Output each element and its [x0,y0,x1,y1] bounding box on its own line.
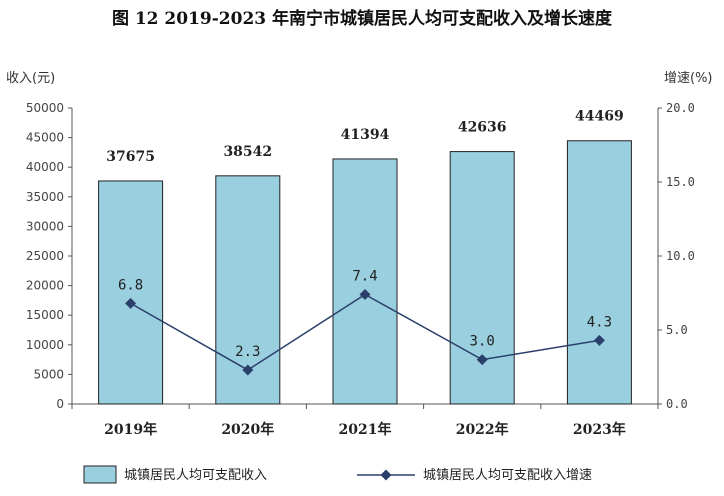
x-tick-label: 2019年 [104,421,157,438]
x-tick-label: 2022年 [456,421,509,438]
legend-bar-swatch [83,465,117,484]
y-left-tick-label: 5000 [33,367,64,381]
y-left-tick-label: 0 [56,397,64,411]
y-right-tick-label: 20.0 [666,101,695,115]
x-tick-label: 2020年 [221,421,274,438]
growth-point [593,334,605,346]
y-right-tick-label: 5.0 [666,323,688,337]
income-bar-label: 41394 [341,127,390,143]
growth-point-label: 7.4 [352,268,377,284]
legend-bar-label: 城镇居民人均可支配收入 [124,468,267,483]
line-series [125,288,605,376]
y-right-tick-label: 10.0 [666,249,695,263]
y-left-tick-label: 20000 [26,279,64,293]
income-bar [98,180,164,405]
growth-point [242,364,254,376]
y-left-tick-label: 30000 [26,219,64,233]
income-bar [566,140,632,405]
y-left-tick-label: 40000 [26,160,64,174]
y-axis-right-label: 增速(%) [664,71,713,86]
y-left-tick-label: 25000 [26,249,64,263]
y-left-tick-label: 35000 [26,190,64,204]
income-bar-label: 37675 [106,149,155,165]
legend-line-label: 城镇居民人均可支配收入增速 [423,468,592,483]
y-left-tick-label: 10000 [26,338,64,352]
y-left-tick-label: 50000 [26,101,64,115]
legend-line-marker [380,469,392,481]
y-right-tick-label: 0.0 [666,397,688,411]
income-bar-label: 42636 [458,120,507,136]
y-axis-left-label: 收入(元) [6,71,55,86]
growth-point-label: 2.3 [235,344,260,360]
x-tick-label: 2021年 [339,421,392,438]
growth-point-label: 4.3 [587,314,612,330]
chart-title: 图 12 2019-2023 年南宁市城镇居民人均可支配收入及增长速度 [112,8,613,29]
x-tick-label: 2023年 [573,421,626,438]
axes: 0 5000 10000 15000 20000 25000 30000 35000 40000… [26,101,695,438]
y-left-tick-label: 45000 [26,131,64,145]
growth-point [125,297,137,309]
income-bar [449,151,515,405]
legend: 城镇居民人均可支配收入 城镇居民人均可支配收入增速 [83,465,592,484]
growth-point [476,354,488,366]
growth-point-label: 3.0 [470,334,495,350]
y-left-tick-label: 15000 [26,308,64,322]
growth-point-label: 6.8 [118,277,143,293]
data-labels: 37675 38542 41394 42636 44469 6.8 2.3 7.4 3.0 4.3 [106,109,624,360]
income-bar-label: 38542 [223,144,272,160]
growth-point [359,288,371,300]
income-bar-label: 44469 [575,109,624,125]
y-right-tick-label: 15.0 [666,175,695,189]
income-bar [332,158,398,405]
